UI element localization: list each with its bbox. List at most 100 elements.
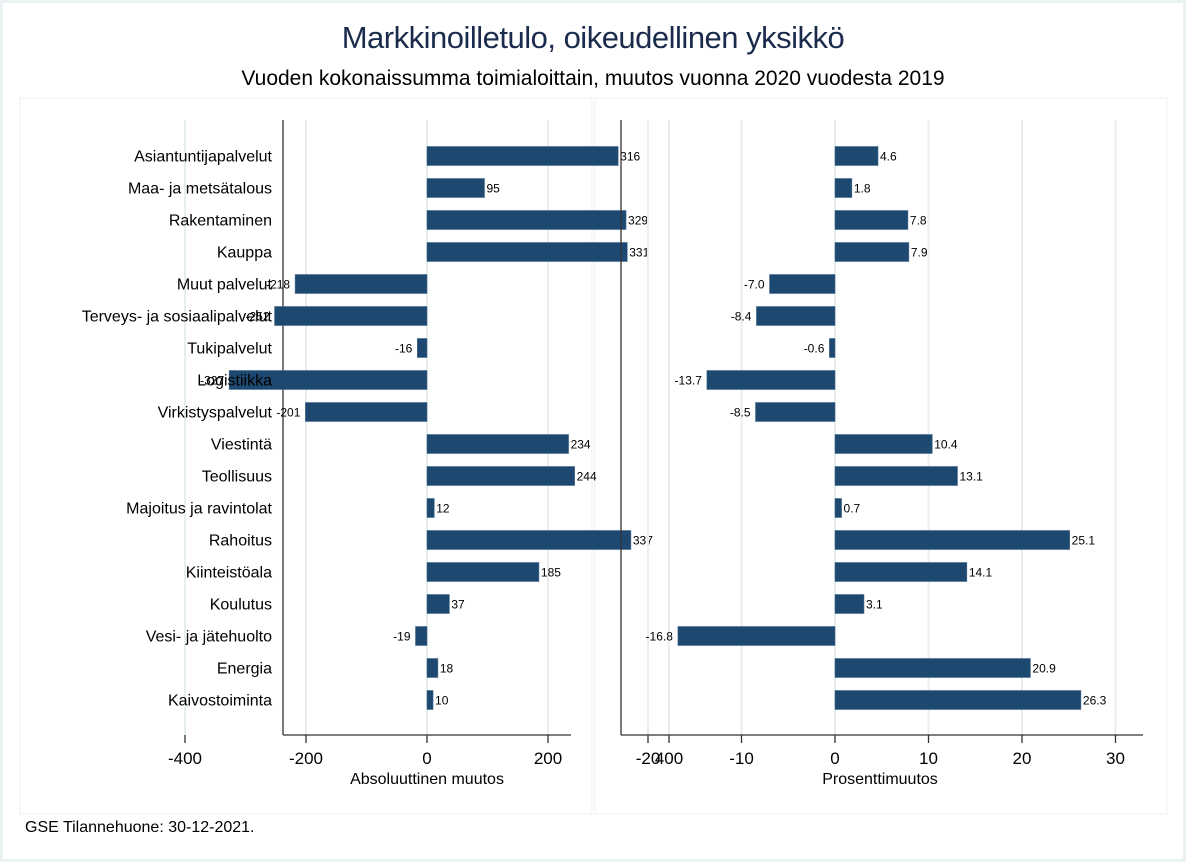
right-bar-viestintä: [834, 434, 933, 454]
right-x-tick-label: 20: [1013, 749, 1032, 768]
left-value-label: 331: [629, 246, 649, 260]
right-bar-maa-ja-metsätalous: [834, 178, 853, 198]
left-x-tick-label: 400: [655, 749, 683, 768]
left-bar-kiinteistöala: [426, 562, 540, 582]
left-panel-absolute-change: -400 -200 0 200 400 Absoluuttinen muutos 316 As…: [82, 120, 683, 788]
chart-title: Markkinoilletulo, oikeudellinen yksikkö: [341, 20, 845, 55]
category-label: Muut palvelut: [177, 277, 273, 294]
left-value-label: -218: [266, 278, 290, 292]
left-value-label: 18: [440, 662, 454, 676]
left-value-label: -252: [246, 310, 270, 324]
right-value-label: -16.8: [646, 630, 674, 644]
category-label: Energia: [217, 661, 272, 678]
right-value-label: 1.8: [854, 182, 871, 196]
left-x-tick-label: 0: [422, 749, 431, 768]
category-label: Vesi- ja jätehuolto: [146, 629, 272, 646]
right-value-label: -8.5: [730, 406, 751, 420]
left-value-label: 185: [541, 566, 561, 580]
left-value-label: -327: [200, 374, 224, 388]
right-x-tick-label: -10: [729, 749, 754, 768]
left-x-tick-label: 200: [534, 749, 562, 768]
right-x-axis-title: Prosenttimuutos: [822, 771, 938, 788]
right-bar-teollisuus: [834, 466, 958, 486]
right-panel-percent-change: -20 -10 0 10 20 30 Prosenttimuutos 4.6 1.8 7.8 7.9…: [620, 120, 1143, 788]
right-value-label: -7.0: [744, 278, 765, 292]
right-value-label: 20.9: [1032, 662, 1056, 676]
category-label: Rahoitus: [209, 533, 272, 550]
left-bar-asiantuntijapalvelut: [426, 146, 619, 166]
left-bar-logistiikka: [228, 370, 428, 390]
left-bar-kauppa: [426, 242, 628, 262]
left-bar-teollisuus: [426, 466, 575, 486]
left-value-label: -19: [393, 630, 411, 644]
left-x-tick-label: -400: [168, 749, 202, 768]
left-bar-majoitus-ja-ravintolat: [426, 498, 435, 518]
right-value-label: -13.7: [675, 374, 703, 388]
source-footer: GSE Tilannehuone: 30-12-2021.: [25, 819, 255, 836]
category-label: Kauppa: [217, 245, 272, 262]
category-label: Maa- ja metsätalous: [128, 181, 272, 198]
right-bar-logistiikka: [706, 370, 836, 390]
chart-frame: [3, 3, 1183, 859]
left-bar-rahoitus: [426, 530, 632, 550]
right-x-tick-label: 10: [919, 749, 938, 768]
left-bar-vesi-ja-jätehuolto: [415, 626, 428, 646]
right-bar-virkistyspalvelut: [755, 402, 836, 422]
category-label: Teollisuus: [202, 469, 272, 486]
right-value-label: -0.6: [804, 342, 825, 356]
category-label: Kaivostoiminta: [168, 693, 272, 710]
category-label: Logistiikka: [197, 373, 272, 390]
right-value-label: 25.1: [1072, 534, 1096, 548]
left-panel-border: [19, 97, 593, 815]
left-value-label: 95: [486, 182, 500, 196]
left-bar-viestintä: [426, 434, 569, 454]
left-bar-terveys-ja-sosiaalipalvelut: [274, 306, 428, 326]
left-bar-tukipalvelut: [417, 338, 428, 358]
category-label: Virkistyspalvelut: [158, 405, 273, 422]
left-value-label: 244: [577, 470, 597, 484]
left-bar-kaivostoiminta: [426, 690, 434, 710]
left-bar-maa-ja-metsätalous: [426, 178, 485, 198]
right-bar-rahoitus: [834, 530, 1070, 550]
right-value-label: -8.4: [731, 310, 752, 324]
right-bar-majoitus-ja-ravintolat: [834, 498, 842, 518]
right-value-label: 7.9: [911, 246, 928, 260]
left-bar-muut-palvelut: [294, 274, 428, 294]
left-bar-virkistyspalvelut: [305, 402, 428, 422]
category-label: Rakentaminen: [169, 213, 272, 230]
right-bar-rakentaminen: [834, 210, 909, 230]
right-bar-energia: [834, 658, 1031, 678]
left-value-label: 37: [451, 598, 465, 612]
category-label: Koulutus: [210, 597, 272, 614]
left-value-label: 10: [435, 694, 449, 708]
category-label: Kiinteistöala: [186, 565, 272, 582]
right-bar-kiinteistöala: [834, 562, 968, 582]
chart-subtitle: Vuoden kokonaissumma toimialoittain, muu…: [241, 67, 945, 90]
left-value-label: 316: [620, 150, 640, 164]
right-bar-kauppa: [834, 242, 910, 262]
right-bar-muut-palvelut: [769, 274, 836, 294]
left-bar-koulutus: [426, 594, 450, 614]
left-x-tick-label: -200: [289, 749, 323, 768]
left-bar-rakentaminen: [426, 210, 627, 230]
left-value-label: 234: [571, 438, 591, 452]
category-label: Majoitus ja ravintolat: [126, 501, 272, 518]
right-value-label: 13.1: [959, 470, 983, 484]
right-x-tick-label: 0: [830, 749, 839, 768]
left-bar-energia: [426, 658, 439, 678]
right-bar-terveys-ja-sosiaalipalvelut: [756, 306, 836, 326]
right-bar-vesi-ja-jätehuolto: [677, 626, 836, 646]
right-bar-asiantuntijapalvelut: [834, 146, 879, 166]
category-label: Viestintä: [211, 437, 272, 454]
right-value-label: 0.7: [844, 502, 861, 516]
right-bar-koulutus: [834, 594, 865, 614]
right-panel-border: [594, 97, 1168, 815]
left-value-label: 337: [633, 534, 653, 548]
category-label: Tukipalvelut: [187, 341, 272, 358]
left-x-axis-title: Absoluuttinen muutos: [350, 771, 504, 788]
right-value-label: 4.6: [880, 150, 897, 164]
left-value-label: -201: [276, 406, 300, 420]
left-value-label: 12: [436, 502, 450, 516]
right-x-tick-label: 30: [1106, 749, 1125, 768]
